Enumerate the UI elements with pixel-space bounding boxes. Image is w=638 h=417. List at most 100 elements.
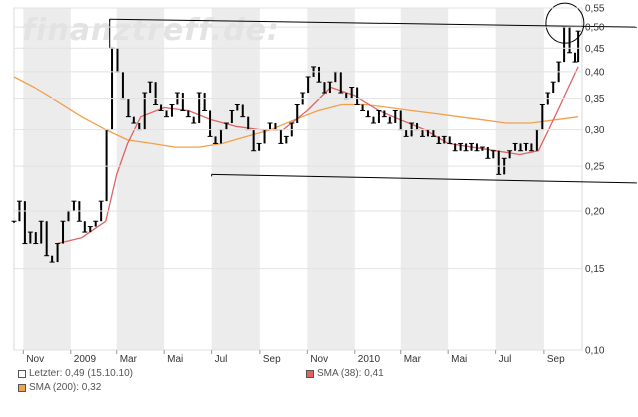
price-bar xyxy=(230,110,233,124)
legend-sma38-swatch xyxy=(306,369,314,378)
price-bar xyxy=(105,129,108,202)
price-bar xyxy=(339,71,342,94)
y-tick-label: 0,25 xyxy=(585,162,605,173)
price-bar xyxy=(345,93,348,99)
price-bar xyxy=(383,110,386,117)
price-bar xyxy=(307,76,310,94)
legend-last-swatch xyxy=(18,369,26,378)
price-bar xyxy=(492,150,495,159)
price-bar xyxy=(83,221,86,233)
y-tick-label: 0,30 xyxy=(585,125,605,136)
x-tick-label: 2010 xyxy=(358,354,381,365)
price-bar xyxy=(416,123,419,130)
band-nov xyxy=(23,8,71,350)
price-bar xyxy=(285,136,288,144)
price-bar xyxy=(192,116,195,124)
price-bar xyxy=(432,129,435,137)
legend-sma200-label: SMA (200): 0,32 xyxy=(29,382,102,393)
price-bar xyxy=(497,150,500,175)
price-bar xyxy=(508,150,511,159)
price-bar xyxy=(350,87,353,99)
band-mar xyxy=(116,8,165,350)
y-tick-label: 0,50 xyxy=(585,23,605,34)
trendline-2 xyxy=(211,173,638,184)
y-tick-label: 0,15 xyxy=(585,264,605,275)
price-bar xyxy=(241,104,244,117)
price-bar xyxy=(334,71,337,83)
price-bar xyxy=(475,143,478,151)
price-bar xyxy=(51,255,54,263)
price-bar xyxy=(29,232,32,244)
price-bar xyxy=(524,143,527,151)
price-bar xyxy=(481,147,484,151)
x-tick-label: Jul xyxy=(215,354,228,365)
price-bar xyxy=(323,82,326,94)
price-bar xyxy=(252,129,255,151)
price-bar xyxy=(72,201,75,211)
legend-sma200: SMA (200): 0,32 xyxy=(18,382,101,393)
price-bar xyxy=(519,143,522,151)
price-bar xyxy=(263,129,266,144)
x-tick-label: Mar xyxy=(120,354,138,365)
price-bar xyxy=(132,116,135,124)
y-tick-label: 0,40 xyxy=(585,67,605,78)
x-tick-label: Jul xyxy=(499,354,512,365)
trendline-1 xyxy=(109,18,638,28)
price-bar xyxy=(421,129,424,137)
legend-last: Letzter: 0,49 (15.10.10) xyxy=(18,368,133,379)
legend-last-label: Letzter: 0,49 (15.10.10) xyxy=(29,368,133,379)
price-bar xyxy=(203,93,206,111)
price-bar xyxy=(577,31,580,63)
price-bar xyxy=(214,136,217,144)
price-bar xyxy=(236,104,239,111)
price-bar xyxy=(225,123,228,130)
price-bar xyxy=(361,104,364,111)
x-axis-ticks: Nov 2009 Mar Mai Jul Sep Nov 2010 Mar Mai Jul Sep xyxy=(22,350,565,365)
price-bar xyxy=(377,110,380,124)
price-bar xyxy=(356,87,359,105)
legend-sma38-label: SMA (38): 0,41 xyxy=(317,368,384,379)
y-tick-label: 0,45 xyxy=(585,44,605,55)
x-tick-label: Sep xyxy=(263,354,281,365)
price-bar xyxy=(181,93,184,111)
price-bar xyxy=(219,129,222,144)
price-bar xyxy=(138,123,141,130)
price-bar xyxy=(13,221,15,223)
y-tick-label: 0,20 xyxy=(585,206,605,217)
price-bar xyxy=(443,136,446,144)
price-bar xyxy=(394,110,397,124)
price-bar xyxy=(454,143,457,151)
price-bar xyxy=(247,116,250,130)
annotation-circle-group xyxy=(545,2,585,44)
price-bar xyxy=(279,129,282,144)
y-axis-ticks: 0,55 0,50 0,45 0,40 0,35 0,30 0,25 0,20 0,15 0,10 xyxy=(14,4,605,357)
price-bar xyxy=(470,143,473,151)
price-bar xyxy=(56,243,59,263)
y-tick-label: 0,10 xyxy=(585,346,605,357)
price-bar xyxy=(149,82,152,94)
price-bar xyxy=(328,82,331,94)
x-tick-label: Mai xyxy=(167,354,183,365)
price-bar xyxy=(388,116,391,124)
price-bar xyxy=(127,98,130,117)
price-bar xyxy=(45,221,48,256)
price-bar xyxy=(40,221,43,244)
price-bar xyxy=(258,143,261,151)
x-tick-label: Mar xyxy=(404,354,422,365)
price-bar xyxy=(541,104,544,130)
price-bar xyxy=(116,48,119,72)
price-bar xyxy=(448,136,451,144)
y-tick-label: 0,55 xyxy=(585,4,605,15)
trendlines xyxy=(109,18,638,184)
band-jul xyxy=(495,8,544,350)
price-bar xyxy=(437,136,440,144)
x-tick-label: Nov xyxy=(26,354,44,365)
price-bar xyxy=(187,110,190,117)
x-tick-label: Mai xyxy=(451,354,467,365)
price-bar xyxy=(62,221,65,244)
price-bar xyxy=(405,129,408,137)
price-bar xyxy=(154,82,157,105)
price-bar xyxy=(465,143,468,151)
price-bar xyxy=(274,123,277,130)
price-bar xyxy=(209,110,212,137)
